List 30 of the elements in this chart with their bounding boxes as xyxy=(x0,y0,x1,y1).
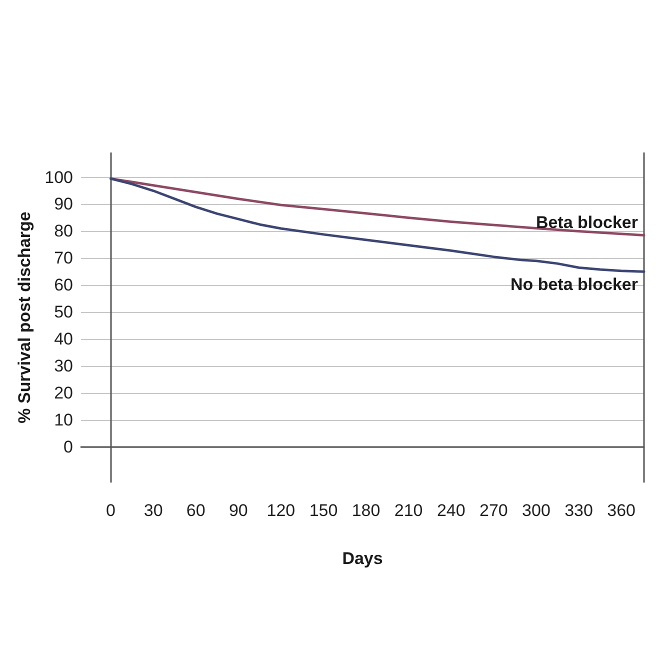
y-tick-label: 50 xyxy=(54,302,73,322)
x-axis-title: Days xyxy=(342,549,383,568)
x-tick-label: 360 xyxy=(607,501,636,520)
y-tick-label: 20 xyxy=(54,384,73,403)
x-tick-label: 30 xyxy=(144,501,163,520)
x-tick-label: 120 xyxy=(266,501,296,520)
y-tick-label: 30 xyxy=(54,356,73,376)
series-label: Beta blocker xyxy=(536,212,638,232)
x-tick-label: 90 xyxy=(228,501,248,520)
y-tick-label: 0 xyxy=(64,437,73,456)
y-tick-label: 10 xyxy=(54,410,73,430)
y-tick-label: 60 xyxy=(54,276,73,295)
y-tick-label: 100 xyxy=(44,168,73,187)
y-tick-label: 70 xyxy=(54,248,73,268)
x-tick-label: 270 xyxy=(479,501,508,520)
line-series xyxy=(110,177,646,236)
y-tick-label: 80 xyxy=(54,222,73,241)
series-label: No beta blocker xyxy=(510,275,638,294)
y-axis-title: % Survival post discharge xyxy=(15,212,34,424)
y-tick-label: 90 xyxy=(54,194,73,214)
x-tick-label: 330 xyxy=(564,501,593,520)
line-series xyxy=(110,177,646,273)
x-tick-label: 180 xyxy=(352,501,380,520)
x-tick-label: 210 xyxy=(394,501,423,520)
x-tick-label: 240 xyxy=(436,501,466,520)
x-tick-label: 300 xyxy=(522,501,550,520)
x-tick-label: 60 xyxy=(186,501,206,520)
y-tick-label: 40 xyxy=(54,330,73,349)
x-tick-label: 150 xyxy=(309,501,338,520)
x-tick-label: 0 xyxy=(106,501,116,520)
